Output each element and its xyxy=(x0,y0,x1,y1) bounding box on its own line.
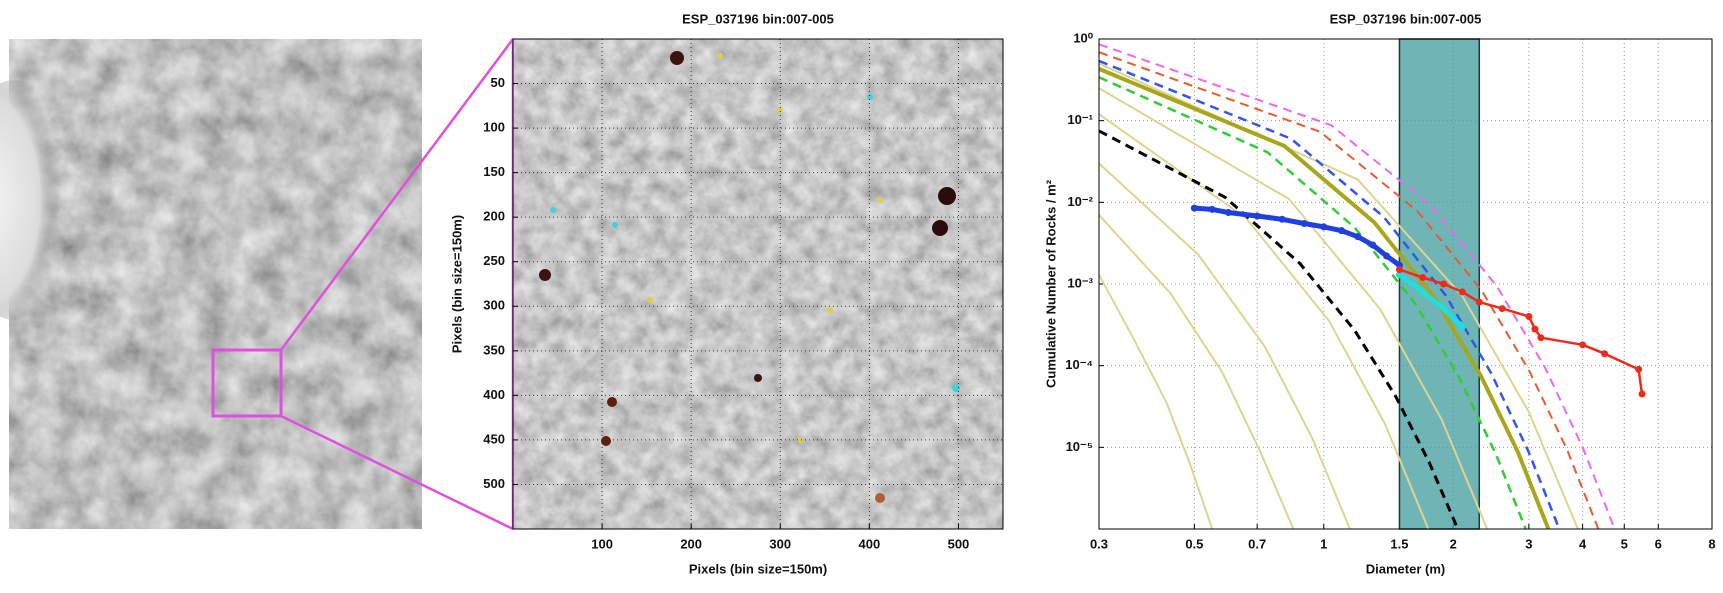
data-point xyxy=(1579,341,1587,349)
model-curve xyxy=(1099,59,1561,529)
data-point xyxy=(1338,227,1346,235)
data-point xyxy=(1531,325,1539,333)
chart-title: ESP_037196 bin:007-005 xyxy=(1330,11,1482,26)
x-axis-label: Diameter (m) xyxy=(1366,561,1445,576)
data-point xyxy=(1475,298,1483,306)
y-tick-label: 10⁻⁴ xyxy=(1065,357,1093,372)
y-tick-label: 10⁻³ xyxy=(1067,275,1093,290)
x-tick-label: 400 xyxy=(859,536,881,551)
model-curve xyxy=(1099,129,1460,529)
x-tick-label: 200 xyxy=(680,536,702,551)
y-axis-label: Pixels (bin size=150m) xyxy=(449,215,464,353)
y-axis-label: Cumulative Number of Rocks / m² xyxy=(1043,179,1058,388)
data-line xyxy=(1099,162,1351,529)
y-tick-label: 10⁻¹ xyxy=(1067,112,1093,127)
data-point xyxy=(1601,350,1609,358)
data-point xyxy=(1395,271,1403,279)
data-point xyxy=(1369,241,1377,249)
zoom-box xyxy=(211,348,283,418)
data-point xyxy=(1638,390,1646,398)
data-point xyxy=(1208,205,1216,213)
data-point xyxy=(1525,312,1533,320)
data-point xyxy=(1537,334,1545,342)
y-tick-label: 400 xyxy=(483,387,505,402)
plot-frame xyxy=(512,38,1004,530)
x-tick-label: 0.7 xyxy=(1248,536,1266,551)
data-line xyxy=(1099,274,1214,529)
data-point xyxy=(1458,288,1466,296)
y-tick-label: 350 xyxy=(483,342,505,357)
model-curve xyxy=(1099,76,1527,529)
y-tick-label: 300 xyxy=(483,298,505,313)
x-tick-label: 3 xyxy=(1525,536,1532,551)
data-point xyxy=(1354,233,1362,241)
x-tick-label: 300 xyxy=(769,536,791,551)
x-tick-label: 0.5 xyxy=(1185,536,1203,551)
x-tick-label: 2 xyxy=(1450,536,1457,551)
model-curve xyxy=(1099,43,1616,529)
y-tick-label: 100 xyxy=(483,120,505,135)
data-point xyxy=(1383,252,1391,260)
x-tick-label: 8 xyxy=(1708,536,1715,551)
x-tick-label: 6 xyxy=(1655,536,1662,551)
x-tick-label: 5 xyxy=(1621,536,1628,551)
data-point xyxy=(1635,365,1643,373)
y-tick-label: 150 xyxy=(483,164,505,179)
x-tick-label: 0.3 xyxy=(1090,536,1108,551)
y-tick-label: 450 xyxy=(483,431,505,446)
data-point xyxy=(1440,305,1448,313)
data-point xyxy=(1419,288,1427,296)
data-line xyxy=(1099,87,1489,529)
data-point xyxy=(1320,223,1328,231)
y-tick-label: 10⁻² xyxy=(1067,194,1093,209)
data-point xyxy=(1190,204,1198,212)
data-point xyxy=(1419,274,1427,282)
data-point xyxy=(1253,212,1261,220)
data-line xyxy=(1398,272,1465,329)
plot-frame xyxy=(1098,38,1713,530)
x-tick-label: 500 xyxy=(948,536,970,551)
x-axis-label: Pixels (bin size=150m) xyxy=(689,561,827,576)
y-tick-label: 200 xyxy=(483,209,505,224)
data-point xyxy=(1300,220,1308,228)
data-line xyxy=(1099,214,1295,529)
y-tick-label: 500 xyxy=(483,476,505,491)
data-point xyxy=(1458,323,1466,331)
data-point xyxy=(1395,266,1403,274)
rock-highlights xyxy=(539,51,960,503)
data-point xyxy=(1224,209,1232,217)
x-tick-label: 100 xyxy=(591,536,613,551)
data-point xyxy=(1440,280,1448,288)
y-tick-label: 50 xyxy=(491,75,505,90)
bin-image-panel: 100 200 300 400 500 50 100 150 200 250 300 350 400 45… xyxy=(449,11,1004,576)
y-tick-label: 10⁻⁵ xyxy=(1066,439,1093,454)
data-point xyxy=(1498,305,1506,313)
y-tick-label: 10⁰ xyxy=(1073,30,1093,45)
x-tick-label: 4 xyxy=(1579,536,1587,551)
chart-title: ESP_037196 bin:007-005 xyxy=(682,11,834,26)
context-image xyxy=(0,39,422,529)
data-point xyxy=(1278,215,1286,223)
size-frequency-panel: 0.3 0.5 0.7 1 1.5 2 3 4 5 6 8 10⁰ 10⁻¹ 10⁻² 10⁻³ 10⁻⁴ 10… xyxy=(1043,11,1715,576)
x-tick-label: 1 xyxy=(1320,536,1327,551)
y-tick-label: 250 xyxy=(483,253,505,268)
x-tick-label: 1.5 xyxy=(1390,536,1408,551)
